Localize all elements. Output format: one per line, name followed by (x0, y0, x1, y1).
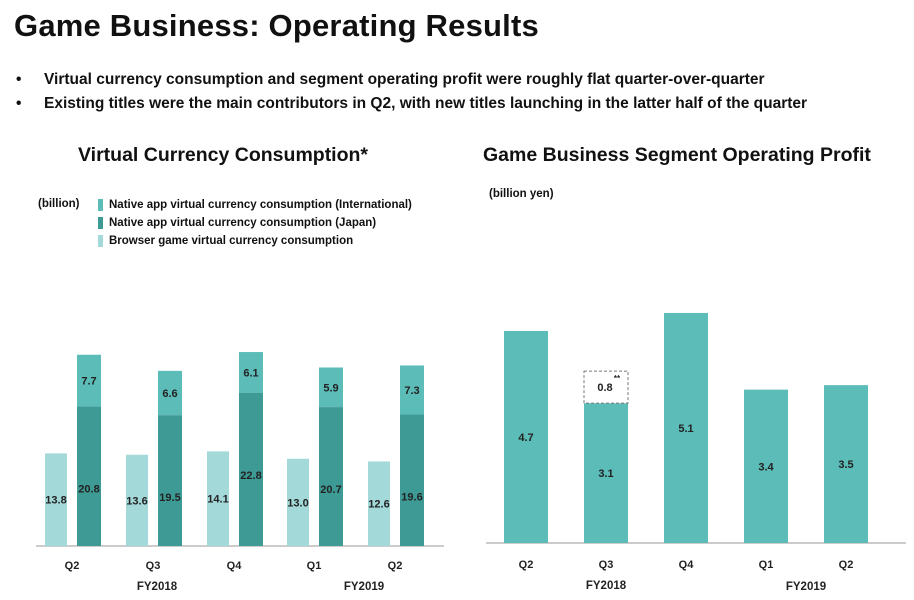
tick-label-profit: Q3 (599, 559, 614, 571)
data-label-international: 7.3 (404, 385, 419, 397)
legend-swatch-japan (98, 217, 103, 229)
footnote-mark: ** (614, 374, 621, 383)
bar-native-japan (239, 392, 263, 546)
data-label-japan: 19.5 (159, 492, 180, 504)
legend-item-international: Native app virtual currency consumption … (98, 196, 412, 214)
data-label-international: 5.9 (323, 382, 338, 394)
group-label-currency: FY2019 (344, 581, 384, 593)
tick-label-profit: Q1 (759, 559, 774, 571)
data-label-japan: 20.7 (320, 484, 341, 496)
tick-label-profit: Q4 (679, 559, 695, 571)
data-label-browser: 13.6 (126, 495, 147, 507)
bar-native-japan (319, 407, 343, 546)
data-label-international: 7.7 (81, 376, 96, 388)
data-label-profit: 5.1 (678, 423, 693, 435)
unit-label-currency: (billion) (38, 198, 80, 210)
bullet-text: Virtual currency consumption and segment… (44, 71, 765, 88)
tick-label-currency: Q3 (146, 560, 161, 572)
bar-browser (126, 454, 148, 546)
data-label-japan: 19.6 (401, 491, 422, 503)
bullet-marker: • (16, 95, 22, 112)
data-label-international: 6.6 (162, 388, 177, 400)
bar-browser (368, 461, 390, 546)
tick-label-profit: Q2 (839, 559, 854, 571)
bar-native-japan (77, 406, 101, 546)
bullet-marker: • (16, 71, 22, 88)
page-title: Game Business: Operating Results (14, 8, 539, 43)
data-label-profit: 4.7 (518, 432, 533, 444)
chart-title-profit: Game Business Segment Operating Profit (483, 144, 871, 166)
legend-label-japan: Native app virtual currency consumption … (109, 217, 377, 229)
data-label-profit: 3.5 (838, 459, 853, 471)
bullet-text: Existing titles were the main contributo… (44, 95, 808, 112)
bar-native-japan (400, 414, 424, 546)
legend-currency: Native app virtual currency consumption … (98, 196, 412, 250)
bar-native-international (77, 354, 101, 407)
legend-label-international: Native app virtual currency consumption … (109, 199, 412, 211)
bar-native-international (400, 365, 424, 415)
bar-browser (45, 453, 67, 546)
data-label-profit: 3.4 (758, 461, 774, 473)
data-label-profit-extra: 0.8 (597, 382, 612, 394)
tick-label-profit: Q2 (519, 559, 534, 571)
tick-label-currency: Q4 (227, 560, 243, 572)
bar-profit (584, 403, 628, 543)
legend-label-browser: Browser game virtual currency consumptio… (109, 235, 354, 247)
bar-native-international (158, 370, 182, 416)
data-label-browser: 13.0 (287, 497, 308, 509)
bar-profit (824, 385, 868, 543)
data-label-browser: 12.6 (368, 499, 389, 511)
legend-item-browser: Browser game virtual currency consumptio… (98, 232, 412, 250)
data-label-profit: 3.1 (598, 468, 613, 480)
data-label-japan: 20.8 (78, 483, 99, 495)
group-label-profit: FY2018 (586, 580, 627, 592)
bar-native-international (239, 352, 263, 393)
bullet-item: • Virtual currency consumption and segmen… (16, 68, 807, 92)
data-label-international: 6.1 (243, 368, 258, 380)
legend-swatch-international (98, 199, 103, 211)
bar-profit-extra (583, 370, 629, 404)
data-label-browser: 14.1 (207, 494, 228, 506)
data-label-browser: 13.8 (45, 495, 66, 507)
bar-profit (504, 331, 548, 543)
unit-label-profit: (billion yen) (489, 188, 554, 200)
group-label-currency: FY2018 (137, 581, 178, 593)
bar-profit (744, 389, 788, 543)
bar-native-japan (158, 415, 182, 546)
group-label-profit: FY2019 (786, 581, 826, 593)
tick-label-currency: Q2 (65, 560, 80, 572)
legend-item-japan: Native app virtual currency consumption … (98, 214, 412, 232)
bar-profit (664, 312, 708, 543)
bar-browser (287, 458, 309, 546)
bar-native-international (319, 367, 343, 408)
bullet-list: • Virtual currency consumption and segmen… (16, 68, 807, 116)
chart-title-currency: Virtual Currency Consumption* (78, 144, 369, 166)
tick-label-currency: Q1 (307, 560, 322, 572)
data-label-japan: 22.8 (240, 470, 261, 482)
tick-label-currency: Q2 (388, 560, 403, 572)
bullet-item: • Existing titles were the main contribut… (16, 92, 807, 116)
bar-browser (207, 451, 229, 546)
legend-swatch-browser (98, 235, 103, 247)
